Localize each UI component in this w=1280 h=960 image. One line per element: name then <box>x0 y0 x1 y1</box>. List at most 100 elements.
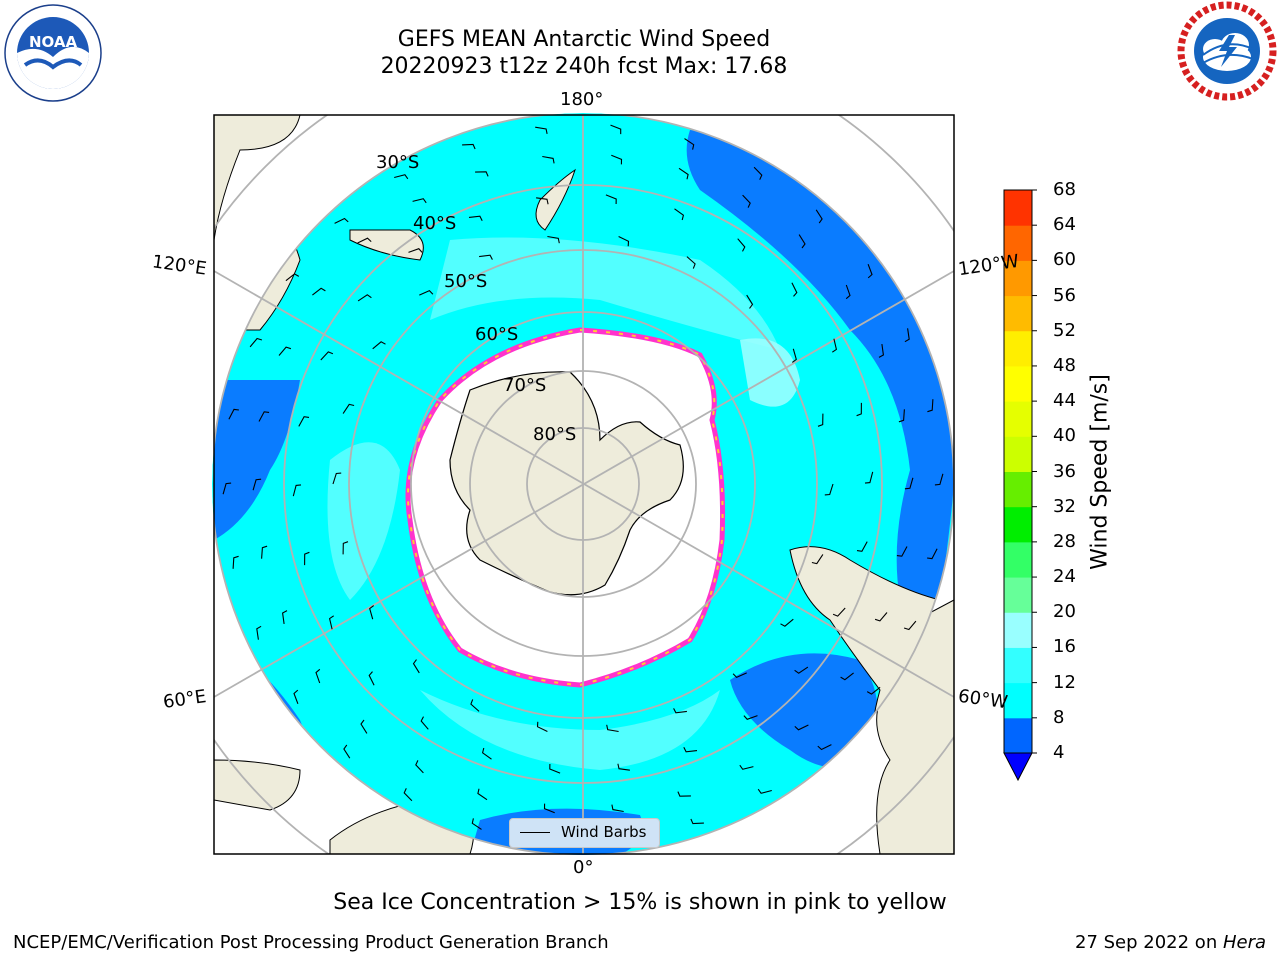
colorbar-tick-label: 12 <box>1053 671 1076 693</box>
graticule <box>214 115 954 854</box>
colorbar-tick-label: 36 <box>1053 460 1076 482</box>
wind-barb <box>904 477 914 490</box>
wind-barb <box>420 716 429 730</box>
wind-barb <box>412 198 427 204</box>
wind-barb <box>278 346 292 356</box>
colorbar-tick-label: 4 <box>1053 742 1065 763</box>
wind-barb <box>547 235 560 244</box>
wind-barb <box>686 256 696 269</box>
wind-barb <box>468 215 483 221</box>
map-frame <box>213 114 955 855</box>
wind-barb <box>898 409 905 423</box>
colorbar-segment <box>1004 225 1032 261</box>
wind-barb <box>683 747 698 753</box>
lat-label-80s: 80°S <box>533 424 576 445</box>
wind-barb <box>394 174 409 180</box>
wind-barb <box>815 209 823 224</box>
wind-barb <box>618 236 630 247</box>
wind-barb <box>470 699 480 712</box>
wind-barb <box>605 194 617 205</box>
colorbar-tick-label: 28 <box>1053 530 1076 552</box>
lat-label-40s: 40°S <box>413 213 456 234</box>
wind-barb <box>845 284 851 300</box>
colorbar-segment <box>1004 190 1032 226</box>
wind-barb <box>874 612 888 622</box>
wind-barb <box>536 197 549 205</box>
colorbar-segment <box>1004 260 1032 297</box>
wind-barb <box>408 248 423 253</box>
wind-barb <box>258 411 270 422</box>
wind-barb <box>360 719 368 734</box>
colorbar-segment <box>1004 295 1032 332</box>
colorbar-segment <box>1004 401 1032 437</box>
noaa-logo: NOAA <box>4 4 102 102</box>
wind-barb <box>543 803 555 814</box>
lat-label-70s: 70°S <box>503 375 546 396</box>
wind-barb <box>780 618 794 627</box>
wind-barb <box>791 282 798 297</box>
wind-barb <box>334 217 349 224</box>
wind-barb <box>832 607 846 617</box>
wind-barb <box>481 747 492 760</box>
wind-barb <box>840 672 854 681</box>
wind-barb <box>536 721 548 732</box>
wind-barb <box>342 403 355 414</box>
wind-barb <box>878 344 884 358</box>
wind-barb <box>927 399 934 413</box>
colorbar-segment <box>1004 365 1032 402</box>
wind-barb <box>732 672 747 679</box>
lat-label-50s: 50°S <box>444 271 487 292</box>
wind-barb <box>739 764 754 770</box>
antarctica-landmass <box>449 371 684 596</box>
wind-barb <box>746 294 754 309</box>
wind-barb <box>934 473 944 486</box>
wind-barb <box>415 760 424 774</box>
wind-barb <box>471 818 482 830</box>
colorbar-tick-label: 44 <box>1053 390 1076 412</box>
wind-barb <box>864 471 874 484</box>
wind-barb <box>419 289 434 296</box>
wind-barb <box>690 818 704 825</box>
lat-label-30s: 30°S <box>376 152 419 173</box>
wind-barb <box>256 625 262 640</box>
footer-credit: NCEP/EMC/Verification Post Processing Pr… <box>13 932 609 953</box>
legend-line-swatch <box>520 832 550 833</box>
colorbar-segment <box>1004 612 1032 648</box>
wind-barb <box>743 715 758 720</box>
footer-host: Hera <box>1222 932 1266 953</box>
wind-barb <box>678 167 689 180</box>
wind-barb <box>611 154 623 165</box>
colorbar-segment <box>1004 506 1032 543</box>
wind-barb <box>222 482 232 495</box>
colorbar-segment <box>1004 682 1032 719</box>
colorbar-segment <box>1004 717 1032 754</box>
wind-barb <box>617 763 630 771</box>
wind-barb <box>312 287 326 296</box>
colorbar-segment <box>1004 577 1032 613</box>
wind-barb <box>332 472 342 485</box>
colorbar-title: Wind Speed [m/s] <box>1087 374 1113 570</box>
wind-barb <box>542 155 555 164</box>
wind-barbs <box>222 124 944 844</box>
noaa-logo-text: NOAA <box>29 33 78 51</box>
wind-barb <box>372 341 386 350</box>
wind-barb <box>824 483 834 496</box>
wind-barb <box>674 208 685 221</box>
wind-barb <box>315 668 321 684</box>
wind-barb <box>343 744 351 759</box>
wind-barb <box>228 408 239 420</box>
wind-barb <box>737 238 746 252</box>
colorbar-tick-label: 8 <box>1053 706 1065 728</box>
wind-barb <box>610 124 622 135</box>
wind-barb <box>677 791 691 797</box>
wind-barb <box>606 724 619 733</box>
wind-barb <box>535 126 548 135</box>
wind-barb <box>320 351 334 361</box>
wind-barb <box>357 237 372 244</box>
legend: Wind Barbs <box>509 818 660 848</box>
legend-label: Wind Barbs <box>561 823 647 841</box>
wind-barb <box>369 605 375 620</box>
wind-barb <box>403 788 413 802</box>
colorbar-tick-label: 60 <box>1053 249 1076 271</box>
